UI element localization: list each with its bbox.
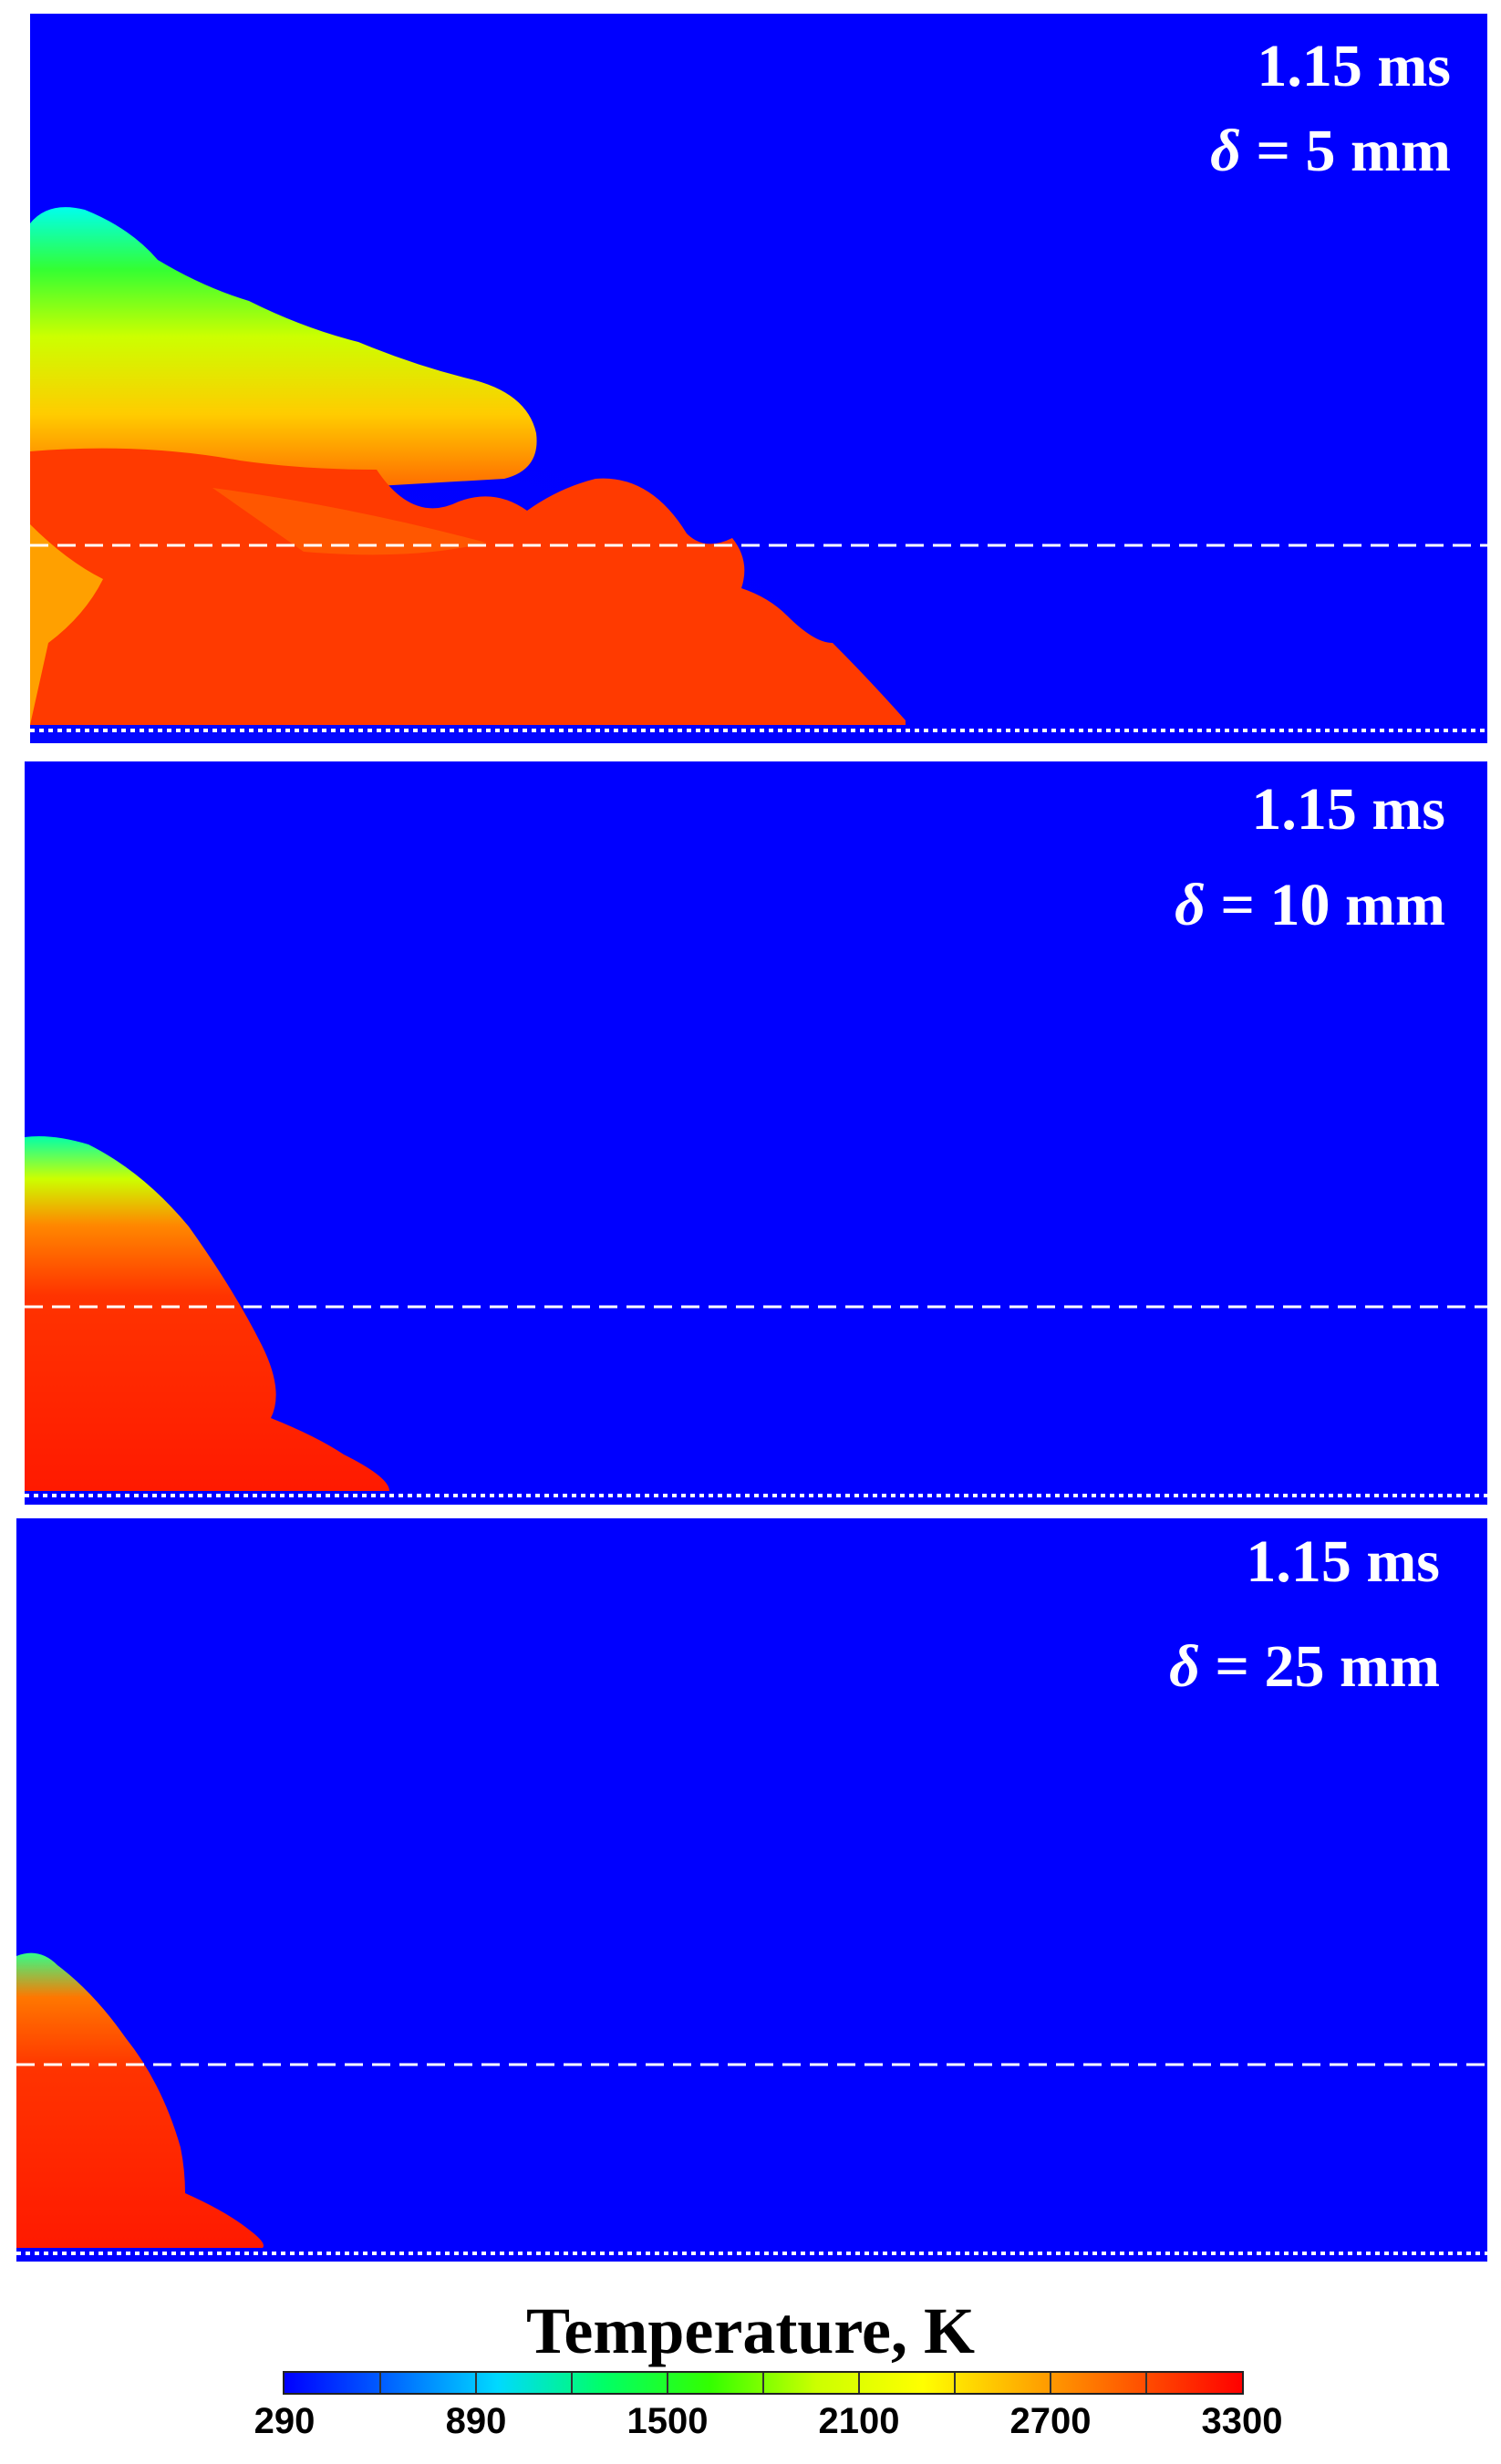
panel-2-time-label: 1.15 ms xyxy=(1251,776,1445,843)
legend-title: Temperature, K xyxy=(526,2294,975,2367)
panel-3-time-label: 1.15 ms xyxy=(1246,1528,1440,1595)
colorbar-segment-divider xyxy=(1145,2373,1147,2393)
temperature-field-2 xyxy=(25,761,1487,1505)
colorbar-tick-label: 3300 xyxy=(1201,2401,1283,2441)
panel-1-delta-symbol: δ xyxy=(1210,118,1241,184)
contour-panel-delta-5mm: 1.15 ms δ = 5 mm xyxy=(30,14,1487,743)
panel-1-delta-value: = 5 mm xyxy=(1256,118,1451,184)
panel-2-delta-value: = 10 mm xyxy=(1220,872,1445,938)
contour-panel-delta-25mm: 1.15 ms δ = 25 mm xyxy=(16,1518,1487,2262)
contour-panel-delta-10mm: 1.15 ms δ = 10 mm xyxy=(25,761,1487,1505)
colorbar-segment-divider xyxy=(667,2373,668,2393)
colorbar-segment-divider xyxy=(379,2373,381,2393)
colorbar-tick-label: 290 xyxy=(254,2401,316,2441)
panel-3-delta-label: δ = 25 mm xyxy=(1169,1637,1440,1697)
flame-plume xyxy=(25,1136,389,1491)
colorbar-tick-label: 2100 xyxy=(818,2401,900,2441)
panel-2-delta-label: δ = 10 mm xyxy=(1175,875,1445,936)
temperature-field-1 xyxy=(30,14,1487,743)
flame-plume-lower xyxy=(30,448,906,725)
panel-1-delta-label: δ = 5 mm xyxy=(1210,121,1451,181)
temperature-field-3 xyxy=(16,1518,1487,2262)
panel-3-delta-symbol: δ xyxy=(1169,1633,1200,1700)
colorbar-tick-label: 1500 xyxy=(626,2401,709,2441)
colorbar-segment-divider xyxy=(571,2373,573,2393)
colorbar-segment-divider xyxy=(858,2373,860,2393)
colorbar-segment-divider xyxy=(762,2373,764,2393)
colorbar-tick-label: 2700 xyxy=(1009,2401,1092,2441)
colorbar-segment-divider xyxy=(1050,2373,1051,2393)
panel-1-time-label: 1.15 ms xyxy=(1257,33,1451,99)
flame-plume xyxy=(16,1952,264,2248)
temperature-colorbar xyxy=(283,2371,1244,2395)
colorbar-segment-divider xyxy=(475,2373,477,2393)
colorbar-segment-divider xyxy=(954,2373,956,2393)
colorbar-tick-label: 890 xyxy=(445,2401,507,2441)
panel-3-delta-value: = 25 mm xyxy=(1215,1633,1440,1700)
panel-2-delta-symbol: δ xyxy=(1175,872,1206,938)
